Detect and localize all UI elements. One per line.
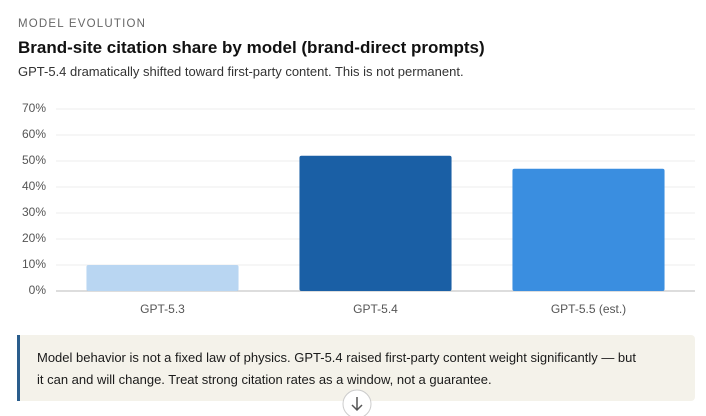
chart-title: Brand-site citation share by model (bran…: [18, 38, 485, 57]
callout-box: [17, 335, 695, 401]
eyebrow: MODEL EVOLUTION: [18, 18, 146, 30]
y-tick-label: 20%: [22, 231, 46, 245]
y-tick-label: 50%: [22, 153, 46, 167]
bar: [86, 265, 239, 291]
y-tick-label: 0%: [29, 283, 47, 297]
callout-line: Model behavior is not a fixed law of phy…: [37, 350, 636, 365]
y-tick-label: 60%: [22, 127, 46, 141]
chart-subtitle: GPT-5.4 dramatically shifted toward firs…: [18, 64, 464, 79]
callout-line: it can and will change. Treat strong cit…: [37, 372, 492, 387]
x-tick-label: GPT-5.4: [353, 302, 398, 316]
x-tick-label: GPT-5.5 (est.): [551, 302, 626, 316]
y-tick-label: 30%: [22, 205, 46, 219]
y-tick-label: 10%: [22, 257, 46, 271]
plot: 0% 10% 20% 30% 40% 50% 60% 70% GPT-5.3 GPT-5.4 GPT…: [22, 101, 695, 316]
bar: [512, 168, 665, 291]
y-tick-label: 40%: [22, 179, 46, 193]
y-tick-label: 70%: [22, 101, 46, 115]
bar: [299, 155, 452, 291]
x-tick-label: GPT-5.3: [140, 302, 185, 316]
scroll-down-button[interactable]: [342, 389, 372, 416]
callout-accent: [17, 335, 20, 401]
